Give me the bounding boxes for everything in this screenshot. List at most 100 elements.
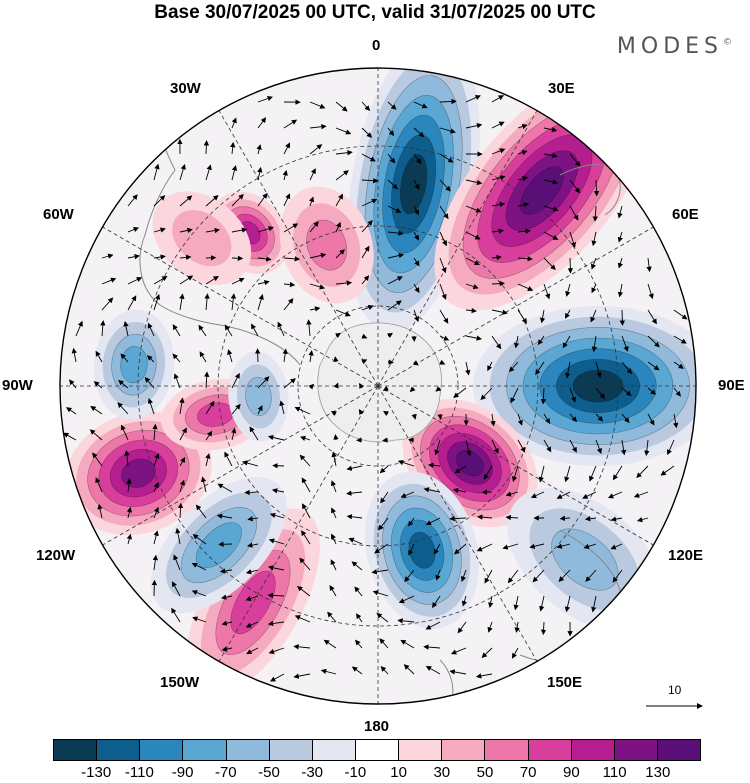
wind-vector-arrow <box>221 646 233 652</box>
wind-vector-arrow <box>502 543 519 550</box>
wind-vector-arrow <box>517 123 528 130</box>
wind-vector-arrow <box>257 294 264 311</box>
colorbar <box>53 739 701 761</box>
wind-vector-arrow <box>556 543 571 549</box>
wind-vector-arrow <box>270 673 285 682</box>
wind-vector-arrow <box>293 644 311 650</box>
wind-vector-arrow <box>490 413 496 427</box>
wind-vector-arrow <box>590 257 597 270</box>
wind-vector-arrow <box>192 534 207 545</box>
wind-vector-arrow <box>308 350 314 363</box>
wind-vector-arrow <box>439 257 447 274</box>
wind-vector-arrow <box>559 515 571 522</box>
wind-vector-arrow <box>517 150 528 156</box>
wind-vector-arrow <box>146 355 155 363</box>
wind-vector-arrow <box>331 451 337 467</box>
wind-vector-arrow <box>432 595 441 609</box>
wind-vector-arrow <box>220 594 233 600</box>
wind-vector-arrow <box>378 517 389 531</box>
wind-vector-arrow <box>540 387 547 405</box>
colorbar-ticks: -130 -110 -90 -70 -50 -30 -10 10 30 50 70 90 110 130 <box>53 764 701 782</box>
wind-vector-arrow <box>205 195 219 207</box>
wind-vector-arrow <box>251 323 259 337</box>
wind-vector-arrow <box>89 429 103 441</box>
wind-vector-arrow <box>299 557 311 571</box>
wind-vector-arrow <box>413 179 420 190</box>
wind-vector-arrow <box>558 569 571 582</box>
colorbar-tick-label: 50 <box>476 764 494 781</box>
wind-vector-arrow <box>271 488 285 494</box>
wind-vector-arrow <box>475 673 493 679</box>
wind-vector-arrow <box>465 123 483 129</box>
wind-vector-arrow <box>460 569 467 582</box>
colorbar-tick-label: -90 <box>171 764 194 781</box>
wind-vector-arrow <box>413 205 419 216</box>
wind-vector-arrow <box>583 543 597 549</box>
wind-vector-arrow <box>647 361 660 371</box>
map-disc-border <box>59 67 697 705</box>
wind-vector-arrow <box>673 309 688 320</box>
wind-vector-arrow <box>491 201 506 208</box>
wind-vector-arrow <box>517 283 534 291</box>
colorbar-tick-label: -30 <box>301 764 324 781</box>
wind-vector-arrow <box>333 356 339 363</box>
wind-vector-arrow <box>647 283 654 300</box>
wind-vector-arrow <box>423 487 441 493</box>
wind-vector-arrow <box>153 482 159 493</box>
wind-vector-arrow <box>127 254 140 260</box>
wind-vector-arrow <box>144 377 155 389</box>
wind-vector-arrow <box>465 307 477 314</box>
wind-vector-arrow <box>569 387 577 403</box>
colorbar-swatch <box>528 740 572 760</box>
wind-vector-arrow <box>199 351 207 363</box>
wind-vector-arrow <box>323 639 337 649</box>
meridian-line <box>377 385 654 546</box>
wind-vector-arrow <box>453 387 467 398</box>
colorbar-swatch <box>269 740 313 760</box>
colorbar-swatch <box>97 740 141 760</box>
wind-vector-arrow <box>480 387 493 401</box>
meridian-line <box>218 385 379 662</box>
wind-vector-arrow <box>272 463 285 469</box>
wind-vector-arrow <box>231 403 241 415</box>
polar-map <box>59 67 697 705</box>
wind-vector-arrow <box>361 275 370 285</box>
wind-vector-arrow <box>408 543 415 556</box>
wind-vector-arrow <box>231 255 244 261</box>
colorbar-tick-label: 110 <box>602 764 627 781</box>
wind-vector-arrow <box>617 257 623 269</box>
anomaly-center <box>152 191 252 285</box>
colorbar-swatch <box>657 740 701 760</box>
wind-vector-arrow <box>257 95 273 103</box>
wind-vector-arrow <box>584 516 597 522</box>
wind-vector-arrow <box>267 434 285 441</box>
wind-vector-arrow <box>330 480 337 493</box>
wind-vector-arrow <box>153 506 159 519</box>
meridian-line <box>377 226 654 387</box>
wind-vector-arrow <box>543 179 559 185</box>
wind-vector-arrow <box>413 127 425 138</box>
wind-vector-arrow <box>231 427 237 441</box>
wind-vector-arrow <box>231 165 238 181</box>
wind-vector-arrow <box>437 413 443 420</box>
lon-label-60e: 60E <box>672 206 699 223</box>
colorbar-swatch <box>399 740 443 760</box>
wind-vector-arrow <box>283 142 291 155</box>
wind-vector-arrow <box>372 590 389 597</box>
wind-vector-arrow <box>425 517 441 526</box>
wind-vector-arrow <box>268 647 285 655</box>
wind-vector-arrow <box>231 227 248 233</box>
wind-vector-arrow <box>569 231 577 248</box>
wind-vector-arrow <box>409 386 416 393</box>
wind-vector-arrow <box>179 457 186 467</box>
wind-vector-arrow <box>636 465 649 479</box>
south-america <box>139 134 301 366</box>
wind-vector-arrow <box>219 568 233 574</box>
wind-vector-arrow <box>205 164 212 181</box>
wind-vector-arrow <box>543 257 556 271</box>
colorbar-tick-label: -50 <box>258 764 280 781</box>
wind-vector-arrow <box>247 516 259 522</box>
wind-vector-arrow <box>359 382 365 389</box>
wind-vector-arrow <box>423 644 441 650</box>
wind-vector-arrow <box>491 175 506 181</box>
